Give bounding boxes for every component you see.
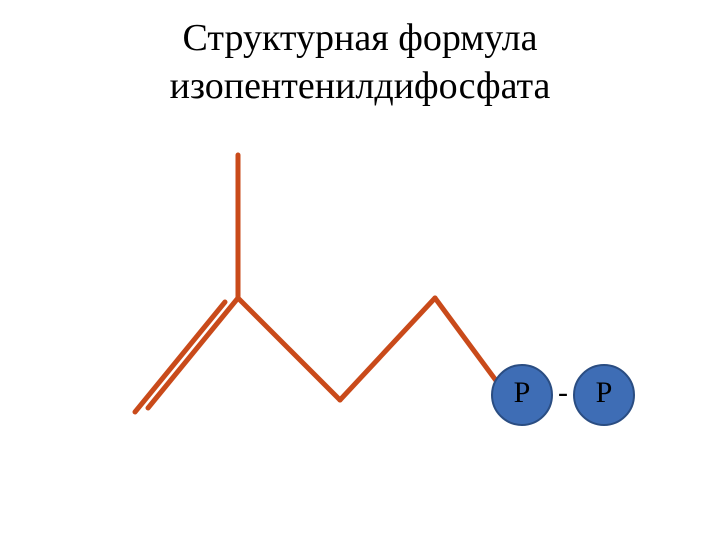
phosphate-label-1: Р <box>514 376 531 409</box>
bond-lines <box>135 155 503 412</box>
phosphate-dash: - <box>558 376 568 409</box>
bond-line <box>238 298 340 400</box>
structure-diagram: Р - Р <box>0 0 720 540</box>
phosphate-group: Р - Р <box>492 365 634 425</box>
bond-line <box>435 298 503 390</box>
bond-line <box>135 302 225 412</box>
phosphate-label-2: Р <box>596 376 613 409</box>
bond-line <box>148 298 238 408</box>
bond-line <box>340 298 435 400</box>
